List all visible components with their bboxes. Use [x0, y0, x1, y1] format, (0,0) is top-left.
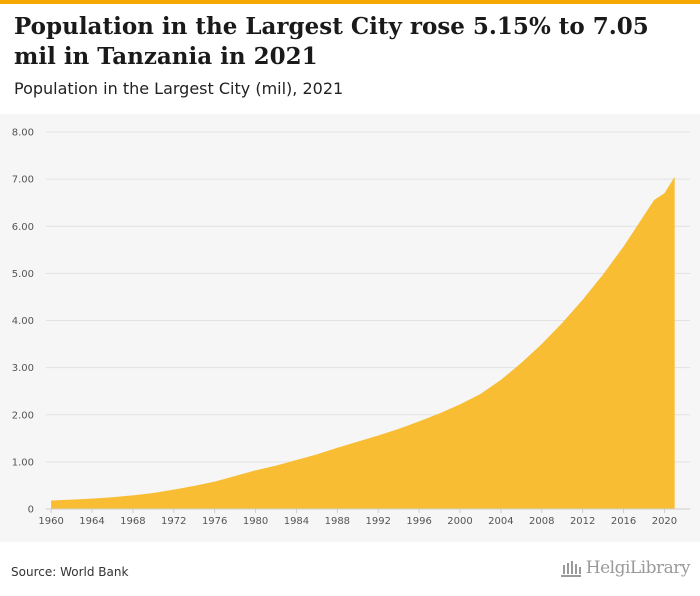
x-tick-label: 1972: [161, 516, 186, 527]
y-tick-label: 1.00: [12, 457, 34, 468]
x-tick-label: 1984: [284, 516, 309, 527]
area-series: [51, 176, 675, 509]
y-tick-label: 5.00: [12, 269, 34, 280]
x-tick-label: 2000: [447, 516, 472, 527]
accent-bar: [0, 0, 700, 4]
chart-headline: Population in the Largest City rose 5.15…: [14, 13, 649, 70]
y-tick-label: 0: [28, 505, 34, 516]
x-tick-label: 1976: [202, 516, 227, 527]
x-tick-labels: 1960 1964 1968 1972 1976 1980 1984 1988 1992 1996…: [38, 516, 677, 527]
x-tick-label: 1964: [79, 516, 104, 527]
chart-subtitle: Population in the Largest City (mil), 20…: [14, 79, 344, 98]
y-tick-label: 6.00: [12, 222, 34, 233]
x-tick-label: 1968: [120, 516, 145, 527]
x-tick-label: 2016: [611, 516, 636, 527]
library-building-icon: [560, 561, 581, 577]
footer: Source: World Bank HelgiLibrary: [0, 542, 700, 596]
axes: [46, 508, 690, 513]
population-area: [51, 176, 675, 509]
x-tick-label: 2020: [652, 516, 677, 527]
x-tick-label: 1988: [325, 516, 350, 527]
x-tick-label: 2004: [488, 516, 513, 527]
y-tick-label: 7.00: [12, 175, 34, 186]
x-tick-label: 1980: [243, 516, 268, 527]
grid-lines: [46, 131, 690, 463]
y-tick-label: 2.00: [12, 410, 34, 421]
x-tick-label: 2008: [529, 516, 554, 527]
x-tick-label: 1996: [406, 516, 431, 527]
y-tick-labels: 0 1.00 2.00 3.00 4.00 5.00 6.00 7.00 8.00: [12, 128, 34, 516]
helgi-library-logo[interactable]: HelgiLibrary: [560, 558, 691, 578]
y-tick-label: 3.00: [12, 363, 34, 374]
y-tick-label: 4.00: [12, 316, 34, 327]
x-tick-label: 1960: [38, 516, 63, 527]
x-tick-label: 1992: [365, 516, 390, 527]
x-tick-label: 2012: [570, 516, 595, 527]
chart-panel: 0 1.00 2.00 3.00 4.00 5.00 6.00 7.00 8.00 1960 19…: [0, 114, 700, 542]
logo-text: HelgiLibrary: [585, 558, 691, 578]
y-tick-label: 8.00: [12, 128, 34, 139]
source-note: Source: World Bank: [11, 565, 129, 579]
area-chart: 01.002.003.004.005.006.007.008.00 1960 19…: [12, 128, 690, 527]
